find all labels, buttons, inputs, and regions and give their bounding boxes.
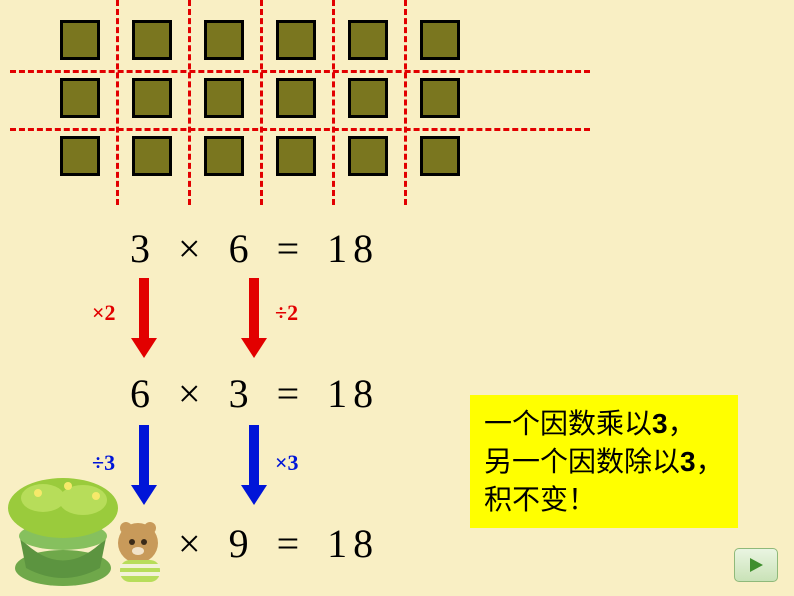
grid-square: [348, 78, 388, 118]
grid-square: [420, 20, 460, 60]
eq1-b: 6: [229, 226, 255, 271]
eq3-b: 9: [229, 521, 255, 566]
eq2-op: ×: [178, 371, 207, 416]
grid-square: [60, 20, 100, 60]
rule-callout: 一个因数乘以3， 另一个因数除以3， 积不变！: [470, 395, 738, 528]
array-grid: [60, 20, 530, 200]
callout-line2: 另一个因数除以3，: [484, 443, 724, 481]
grid-square: [60, 78, 100, 118]
grid-square: [132, 136, 172, 176]
grid-square: [132, 78, 172, 118]
grid-square: [420, 78, 460, 118]
next-button[interactable]: [734, 548, 778, 582]
arrow-red-right: [246, 278, 262, 358]
eq2-a: 6: [130, 371, 156, 416]
eq3-eq: =: [277, 521, 306, 566]
dash-vertical: [332, 0, 335, 205]
grid-square: [204, 20, 244, 60]
dash-horizontal: [10, 128, 590, 131]
arrow-red-left: [136, 278, 152, 358]
grid-square: [276, 136, 316, 176]
callout-line3: 积不变！: [484, 481, 724, 519]
callout-l1-post: ，: [668, 408, 696, 439]
arrow-blue-right: [246, 425, 262, 505]
dash-vertical: [188, 0, 191, 205]
eq2-r: 18: [327, 371, 379, 416]
callout-l1-pre: 一个因数乘以: [484, 408, 652, 439]
eq1-eq: =: [277, 226, 306, 271]
grid-square: [204, 136, 244, 176]
eq3-r: 18: [327, 521, 379, 566]
eq2-eq: =: [277, 371, 306, 416]
dash-horizontal: [10, 70, 590, 73]
dash-vertical: [404, 0, 407, 205]
eq1-r: 18: [327, 226, 379, 271]
grid-square: [132, 20, 172, 60]
eq1-op: ×: [178, 226, 207, 271]
dash-vertical: [260, 0, 263, 205]
grid-square: [348, 20, 388, 60]
grid-square: [204, 78, 244, 118]
grid-square: [276, 78, 316, 118]
grid-square: [276, 20, 316, 60]
callout-l2-post: ，: [696, 446, 724, 477]
callout-l1-num: 3: [652, 408, 668, 439]
callout-l2-pre: 另一个因数除以: [484, 446, 680, 477]
decoration-plant-bear: [8, 438, 188, 588]
play-icon: [747, 556, 765, 574]
annot-div2: ÷2: [275, 300, 298, 326]
eq2-b: 3: [229, 371, 255, 416]
eq1-a: 3: [130, 226, 156, 271]
equation-2: 6 × 3 = 18: [130, 370, 379, 417]
grid-square: [420, 136, 460, 176]
equation-1: 3 × 6 = 18: [130, 225, 379, 272]
callout-l2-num: 3: [680, 446, 696, 477]
callout-line1: 一个因数乘以3，: [484, 405, 724, 443]
dash-vertical: [116, 0, 119, 205]
annot-times3: ×3: [275, 450, 299, 476]
grid-square: [60, 136, 100, 176]
annot-times2: ×2: [92, 300, 116, 326]
grid-square: [348, 136, 388, 176]
